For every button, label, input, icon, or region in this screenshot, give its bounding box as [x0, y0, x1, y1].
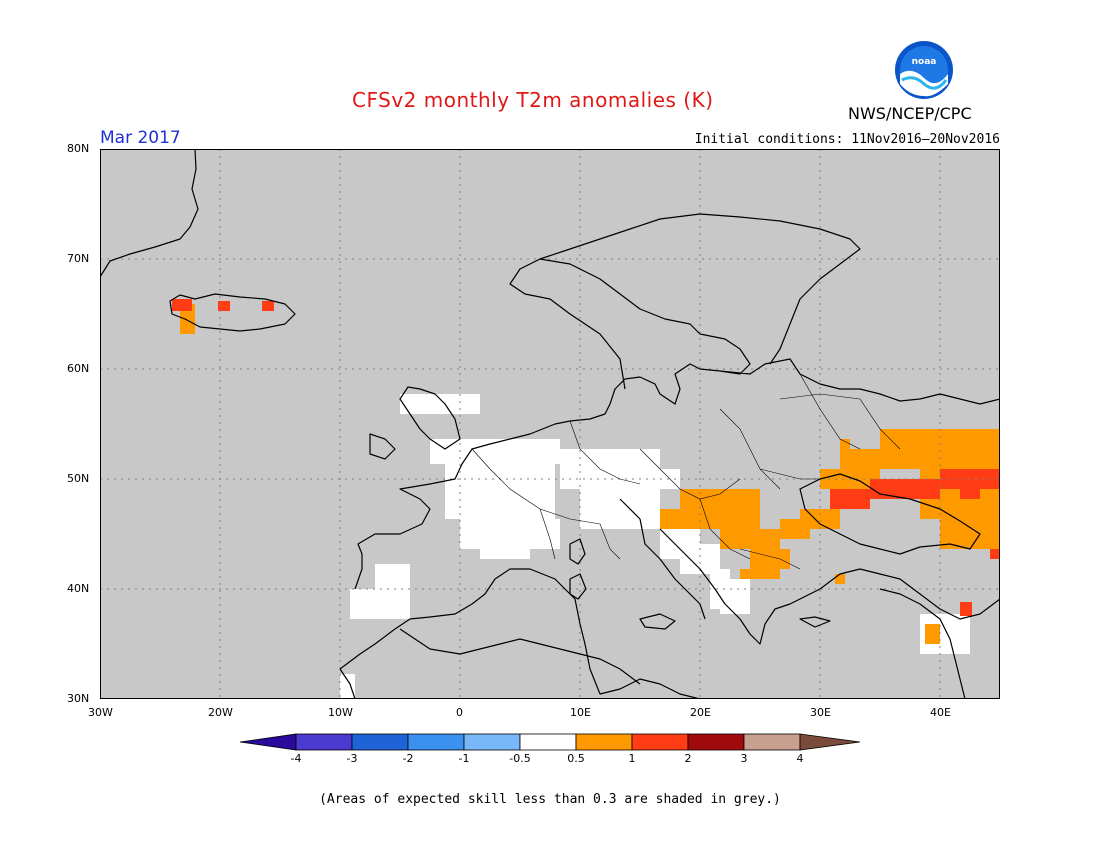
- legend-swatch-2: [351, 733, 409, 751]
- legend-tick-label: -2: [402, 752, 414, 765]
- legend-tick-label: 2: [684, 752, 692, 765]
- legend-swatch-0: [240, 733, 297, 751]
- lat-label-30n: 30N: [67, 692, 90, 705]
- europe-mainland-coast: [339, 258, 1000, 699]
- lon-label-30e: 30E: [810, 706, 831, 719]
- iceland-coast: [169, 293, 296, 332]
- lat-label-60n: 60N: [67, 362, 90, 375]
- legend-tick-label: 1: [628, 752, 636, 765]
- black-sea-coast: [799, 473, 981, 555]
- legend-swatch-9: [743, 733, 801, 751]
- legend-tick-label: -3: [346, 752, 358, 765]
- legend-tick-label: 4: [796, 752, 804, 765]
- legend-swatch-3: [407, 733, 465, 751]
- footnote: (Areas of expected skill less than 0.3 a…: [319, 792, 781, 807]
- north-africa-coast: [339, 628, 641, 699]
- lon-label-20e: 20E: [690, 706, 711, 719]
- legend-tick-label: 0.5: [567, 752, 585, 765]
- initial-conditions-label: Initial conditions: 11Nov2016–20Nov2016: [694, 132, 1000, 147]
- lat-label-80n: 80N: [67, 142, 90, 155]
- lat-label-70n: 70N: [67, 252, 90, 265]
- legend-swatch-8: [687, 733, 745, 751]
- lat-label-40n: 40N: [67, 582, 90, 595]
- middle-east-coast: [879, 588, 966, 699]
- skill-mask-background: [100, 149, 1000, 699]
- lon-label-10w: 10W: [328, 706, 353, 719]
- valid-month-label: Mar 2017: [100, 128, 181, 148]
- chart-title: CFSv2 monthly T2m anomalies (K): [352, 88, 714, 112]
- coastlines: [100, 149, 1000, 699]
- graticule: [100, 149, 1000, 699]
- mediterranean-islands: [569, 538, 831, 630]
- britain-coast: [369, 386, 461, 460]
- legend-tick-label: -1: [458, 752, 470, 765]
- legend-swatch-6: [575, 733, 633, 751]
- legend-swatch-5: [519, 733, 577, 751]
- greenland-coast: [100, 149, 199, 278]
- legend-tick-label: 3: [740, 752, 748, 765]
- legend-swatch-4: [463, 733, 521, 751]
- legend-swatch-10: [799, 733, 860, 751]
- anomaly-map: [100, 149, 1000, 699]
- lon-label-40e: 40E: [930, 706, 951, 719]
- legend-tick-label: -0.5: [509, 752, 531, 765]
- color-legend: [240, 733, 860, 751]
- white-near-normal-cells: [340, 394, 1000, 699]
- lon-label-20w: 20W: [208, 706, 233, 719]
- lat-label-50n: 50N: [67, 472, 90, 485]
- legend-tick-label: -4: [290, 752, 302, 765]
- legend-swatch-7: [631, 733, 689, 751]
- lon-label-0: 0: [456, 706, 463, 719]
- noaa-logo: noaa: [894, 40, 954, 104]
- borders: [471, 373, 901, 570]
- lon-label-30w: 30W: [88, 706, 113, 719]
- legend-swatch-1: [295, 733, 353, 751]
- lon-label-10e: 10E: [570, 706, 591, 719]
- scandinavia-coast: [539, 213, 861, 365]
- svg-text:noaa: noaa: [912, 57, 937, 67]
- agency-label: NWS/NCEP/CPC: [848, 104, 972, 123]
